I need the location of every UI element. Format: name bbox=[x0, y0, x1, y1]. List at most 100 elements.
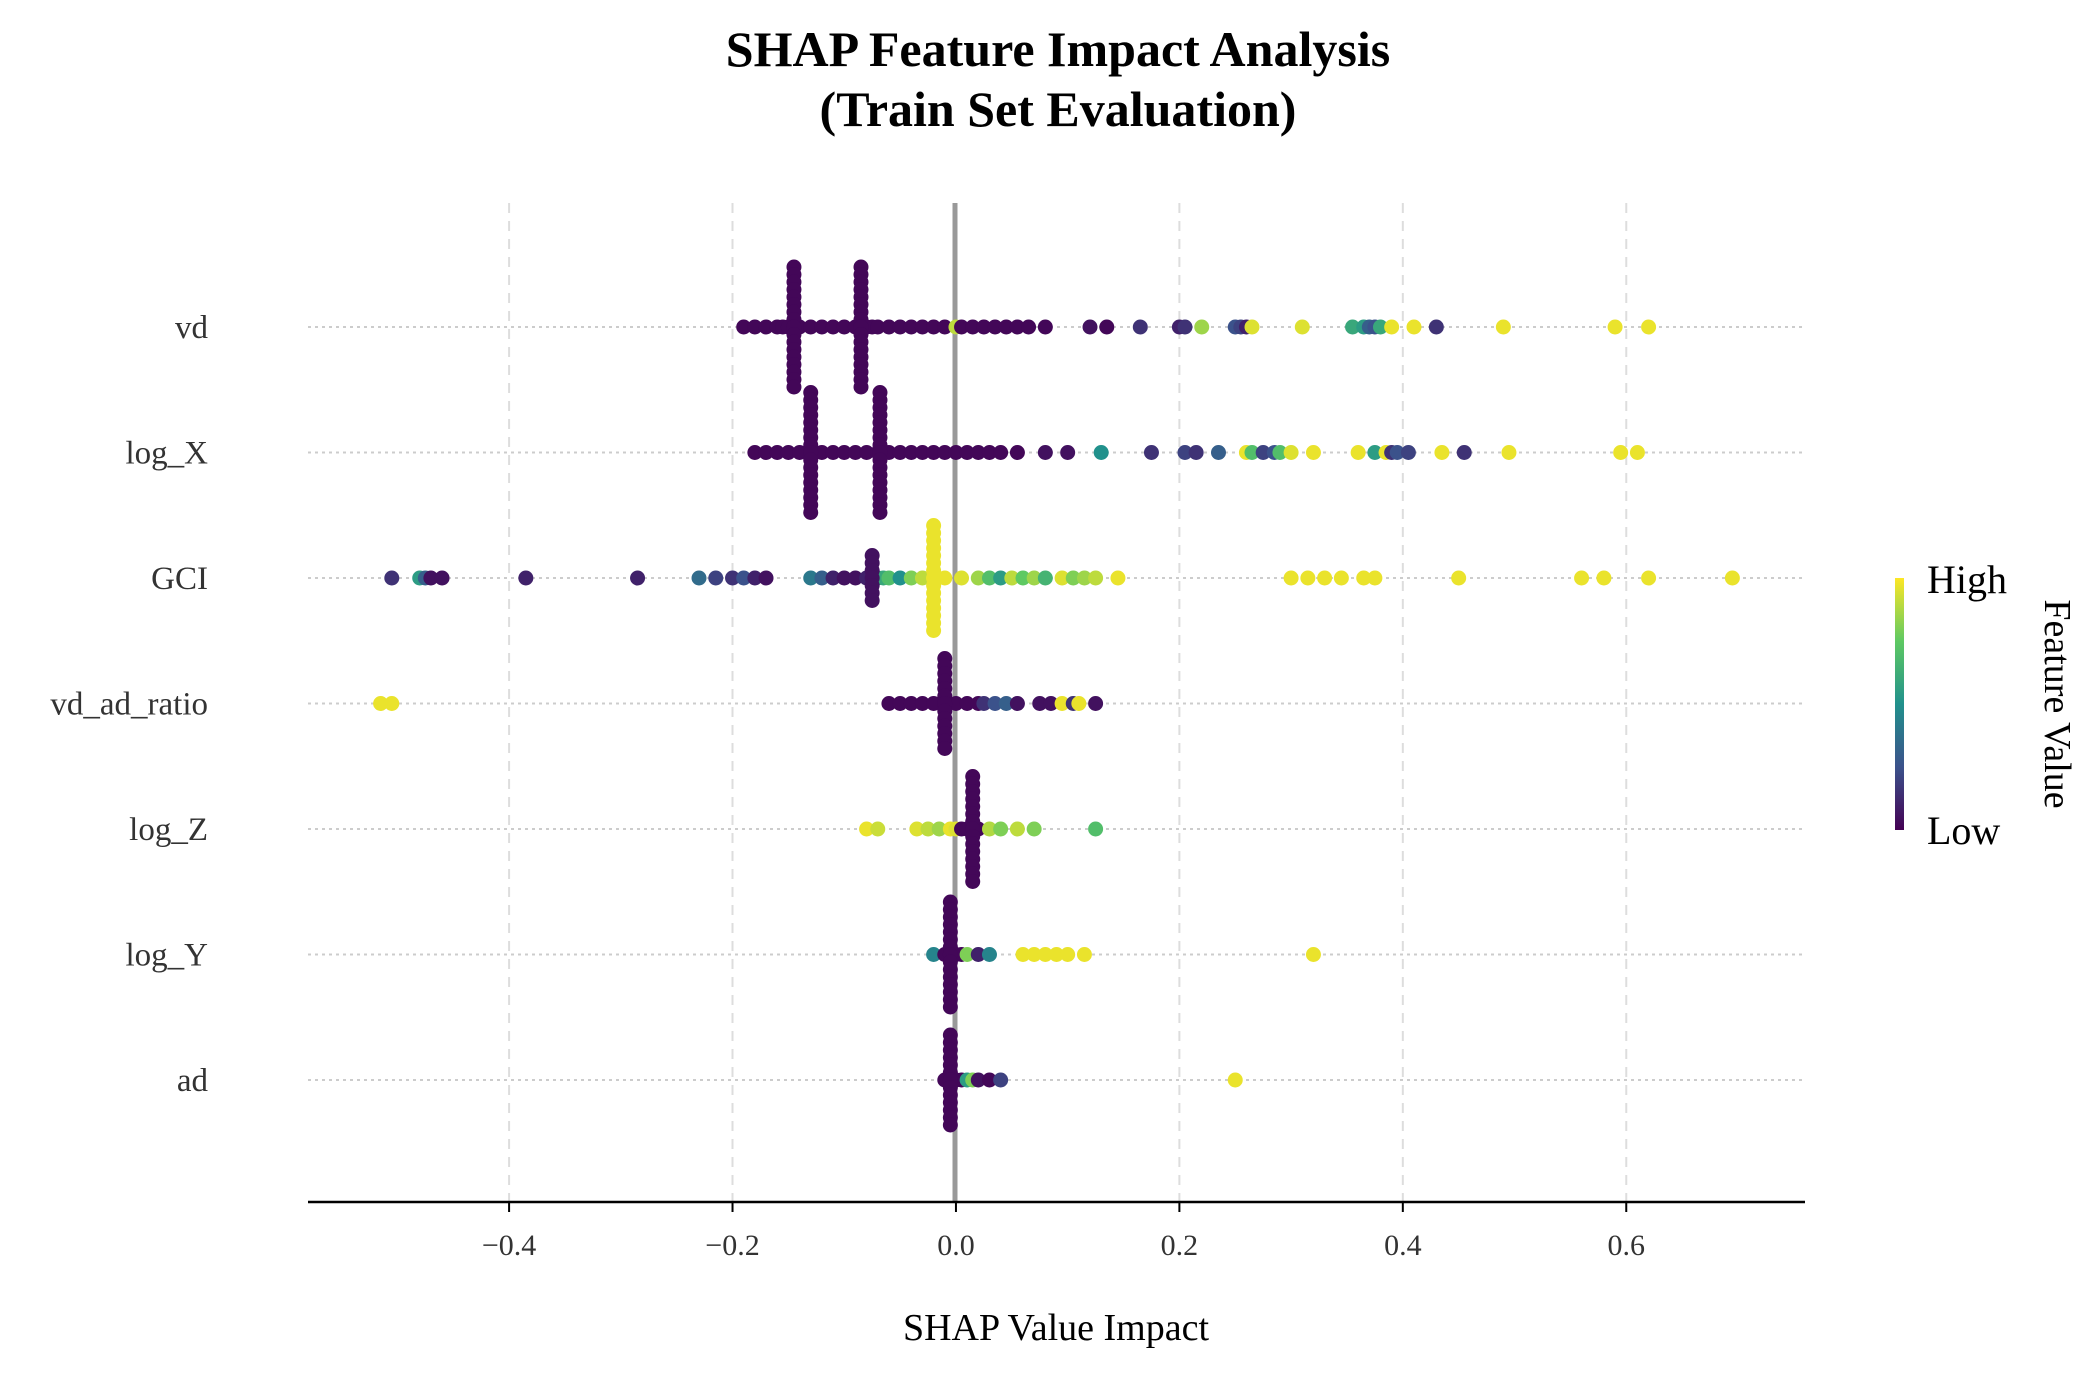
shap-point bbox=[423, 570, 439, 586]
shap-point bbox=[1345, 319, 1361, 335]
shap-point bbox=[1110, 570, 1126, 586]
shap-point bbox=[518, 570, 534, 586]
shap-point bbox=[1305, 947, 1321, 962]
shap-point bbox=[937, 570, 953, 586]
shap-point bbox=[1071, 696, 1087, 711]
shap-point bbox=[1384, 319, 1400, 335]
shap-point bbox=[1607, 319, 1623, 335]
shap-point bbox=[1060, 947, 1076, 962]
shap-point bbox=[630, 570, 646, 586]
shap-point bbox=[1244, 319, 1260, 335]
shap-point bbox=[965, 874, 981, 889]
shap-point bbox=[758, 570, 774, 586]
shap-point bbox=[937, 319, 953, 335]
x-tick-label: 0.2 bbox=[1161, 1229, 1199, 1262]
shap-point bbox=[1406, 319, 1422, 335]
shap-point bbox=[1294, 319, 1310, 335]
shap-point bbox=[1255, 445, 1271, 460]
feature-label: ad bbox=[177, 1063, 209, 1099]
shap-point bbox=[1009, 445, 1025, 460]
shap-point bbox=[954, 570, 970, 586]
shap-point bbox=[1305, 445, 1321, 460]
colorbar-high-label: High bbox=[1927, 557, 2007, 602]
shap-point bbox=[970, 947, 986, 962]
colorbar-gradient bbox=[1895, 578, 1904, 830]
shap-point bbox=[903, 445, 919, 460]
x-tick-label: 0.4 bbox=[1384, 1229, 1422, 1262]
shap-point bbox=[1088, 696, 1104, 711]
shap-point bbox=[872, 505, 888, 520]
shap-point bbox=[1283, 445, 1299, 460]
shap-point bbox=[1428, 319, 1444, 335]
chart-title-line2: (Train Set Evaluation) bbox=[820, 81, 1297, 137]
shap-point bbox=[1076, 947, 1092, 962]
shap-point bbox=[959, 696, 975, 711]
shap-point bbox=[747, 319, 763, 335]
shap-point bbox=[981, 445, 997, 460]
shap-point bbox=[881, 570, 897, 586]
shap-point bbox=[1082, 319, 1098, 335]
shap-point bbox=[825, 570, 841, 586]
shap-point bbox=[1037, 570, 1053, 586]
feature-label: vd_ad_ratio bbox=[50, 687, 208, 723]
shap-point bbox=[993, 821, 1009, 837]
shap-point bbox=[1004, 570, 1020, 586]
shap-point bbox=[1372, 319, 1388, 335]
shap-point bbox=[1043, 696, 1059, 711]
shap-point bbox=[942, 1117, 958, 1133]
shap-point bbox=[1434, 445, 1450, 460]
shap-point bbox=[987, 696, 1003, 711]
shap-point bbox=[920, 821, 936, 837]
shap-point bbox=[1026, 821, 1042, 837]
shap-point bbox=[1456, 445, 1472, 460]
shap-point bbox=[1574, 570, 1590, 586]
shap-point bbox=[998, 696, 1014, 711]
shap-point bbox=[1026, 947, 1042, 962]
shap-point bbox=[1188, 445, 1204, 460]
shap-point bbox=[1009, 319, 1025, 335]
shap-point bbox=[970, 445, 986, 460]
shap-point bbox=[836, 319, 852, 335]
shap-point bbox=[1641, 319, 1657, 335]
shap-point bbox=[847, 570, 863, 586]
shap-point bbox=[926, 445, 942, 460]
shap-point bbox=[981, 821, 997, 837]
shap-point bbox=[708, 570, 724, 586]
shap-point bbox=[948, 445, 964, 460]
shap-point bbox=[1132, 319, 1148, 335]
shap-point bbox=[736, 570, 752, 586]
shap-point bbox=[892, 445, 908, 460]
shap-point bbox=[803, 570, 819, 586]
shap-point bbox=[892, 570, 908, 586]
shap-point bbox=[1629, 445, 1645, 460]
shap-point bbox=[965, 319, 981, 335]
shap-point bbox=[1272, 445, 1288, 460]
x-tick-label: 0.6 bbox=[1608, 1229, 1646, 1262]
shap-point bbox=[434, 570, 450, 586]
shap-point bbox=[780, 445, 796, 460]
shap-point bbox=[1054, 570, 1070, 586]
shap-point bbox=[959, 445, 975, 460]
shap-point bbox=[937, 445, 953, 460]
shap-point bbox=[1400, 445, 1416, 460]
shap-point bbox=[903, 570, 919, 586]
shap-point bbox=[959, 947, 975, 962]
shap-point bbox=[1194, 319, 1210, 335]
chart-title-line1: SHAP Feature Impact Analysis bbox=[726, 21, 1390, 77]
shap-point bbox=[1367, 445, 1383, 460]
shap-point bbox=[786, 379, 802, 395]
shap-point bbox=[1613, 445, 1629, 460]
shap-point bbox=[993, 1072, 1009, 1088]
shap-point bbox=[987, 319, 1003, 335]
shap-point bbox=[926, 319, 942, 335]
shap-point bbox=[970, 1072, 986, 1088]
shap-point bbox=[981, 947, 997, 962]
shap-point bbox=[792, 445, 808, 460]
x-tick-label: −0.2 bbox=[705, 1229, 759, 1262]
shap-point bbox=[926, 623, 942, 638]
colorbar-low-label: Low bbox=[1927, 808, 2000, 853]
shap-point bbox=[881, 319, 897, 335]
shap-point bbox=[1060, 445, 1076, 460]
shap-point bbox=[914, 570, 930, 586]
